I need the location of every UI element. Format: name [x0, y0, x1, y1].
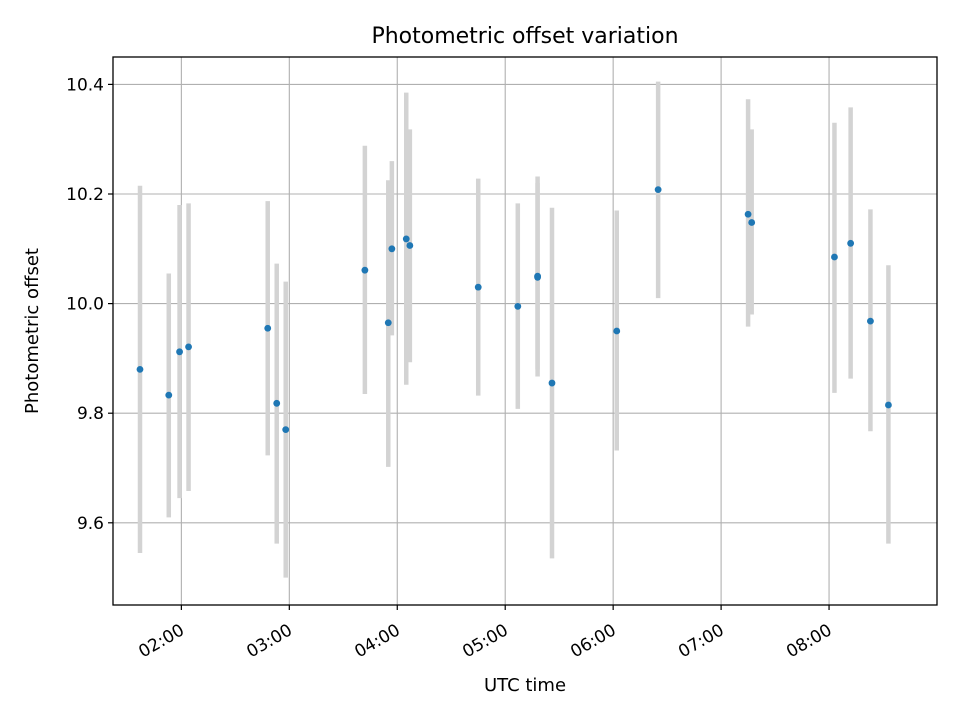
data-point [474, 283, 482, 291]
y-tick-label: 10.4 [66, 75, 104, 95]
chart-title: Photometric offset variation [371, 24, 678, 49]
data-point [402, 235, 410, 243]
data-point [534, 273, 541, 281]
plot-frame [112, 56, 938, 606]
data-point [748, 219, 756, 226]
y-tick-label: 10.0 [66, 295, 104, 315]
data-point [136, 365, 144, 373]
data-point [654, 186, 662, 194]
data-point [273, 399, 281, 407]
data-point [548, 379, 556, 387]
data-point [264, 324, 272, 332]
data-point [165, 391, 173, 399]
data-point [388, 245, 396, 253]
data-point [831, 253, 838, 261]
grid [113, 57, 937, 605]
data-point [885, 401, 892, 409]
data-point [613, 327, 621, 335]
y-tick-label: 10.2 [66, 185, 104, 205]
data-points [136, 186, 892, 434]
data-point [514, 302, 522, 310]
data-point [361, 266, 369, 274]
data-point [406, 242, 414, 249]
data-point [847, 239, 855, 247]
data-point [185, 343, 192, 351]
data-point [176, 348, 183, 356]
y-tick-label: 9.6 [77, 514, 104, 534]
data-point [744, 210, 752, 218]
x-axis-label: UTC time [484, 675, 566, 696]
y-tick-label: 9.8 [77, 404, 104, 424]
data-point [384, 319, 392, 327]
data-point [282, 426, 290, 434]
y-axis-label: Photometric offset [22, 248, 43, 414]
data-point [867, 317, 874, 325]
